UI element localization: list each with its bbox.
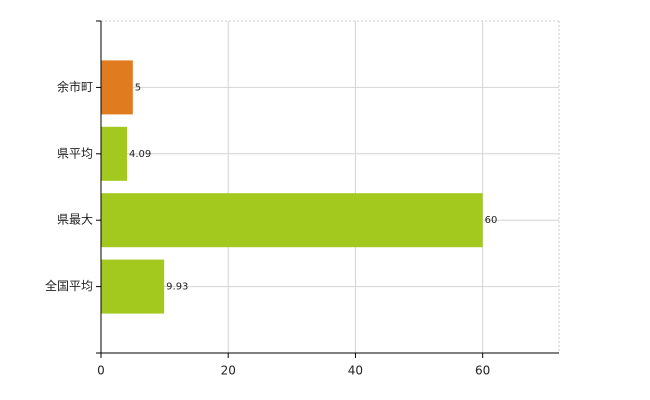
bar — [101, 193, 483, 248]
y-tick-label: 全国平均 — [45, 278, 93, 293]
y-tick-label: 県平均 — [57, 146, 93, 160]
bar — [101, 60, 133, 115]
x-tick-label: 20 — [221, 364, 236, 378]
x-tick-label: 0 — [97, 364, 105, 378]
x-tick-label: 60 — [475, 364, 490, 378]
y-tick-label: 余市町 — [57, 79, 93, 94]
value-label: 60 — [485, 215, 498, 226]
y-tick-label: 県最大 — [57, 213, 93, 227]
value-label: 5 — [135, 82, 141, 93]
value-label: 9.93 — [166, 282, 188, 293]
x-tick-label: 40 — [348, 364, 363, 378]
value-label: 4.09 — [129, 149, 151, 160]
bar — [101, 126, 128, 181]
bar — [101, 259, 165, 314]
